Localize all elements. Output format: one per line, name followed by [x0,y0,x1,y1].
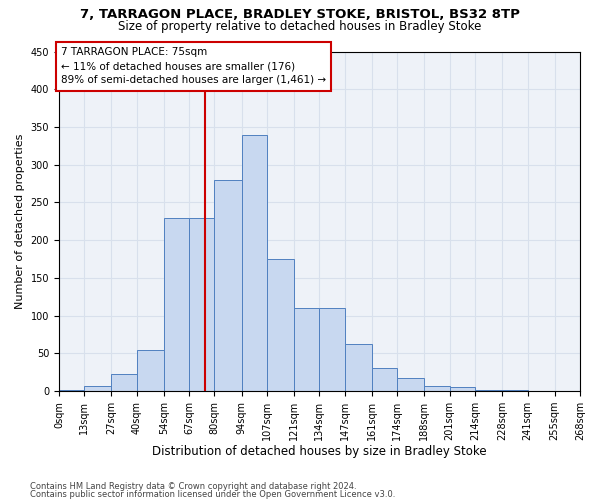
Bar [267,259,294,391]
Text: Contains public sector information licensed under the Open Government Licence v3: Contains public sector information licen… [30,490,395,499]
Bar [397,378,424,391]
Bar [319,308,345,391]
Bar [112,374,137,391]
Bar [137,350,164,391]
Text: 7 TARRAGON PLACE: 75sqm
← 11% of detached houses are smaller (176)
89% of semi-d: 7 TARRAGON PLACE: 75sqm ← 11% of detache… [61,48,326,86]
Bar [372,368,397,391]
Bar [475,390,502,391]
Text: Size of property relative to detached houses in Bradley Stoke: Size of property relative to detached ho… [118,20,482,33]
Bar [164,218,189,391]
Bar [450,388,475,391]
Bar [345,344,372,391]
Bar [214,180,242,391]
Bar [502,390,527,391]
Bar [424,386,450,391]
Bar [189,218,214,391]
Text: 7, TARRAGON PLACE, BRADLEY STOKE, BRISTOL, BS32 8TP: 7, TARRAGON PLACE, BRADLEY STOKE, BRISTO… [80,8,520,20]
Bar [84,386,112,391]
Text: Contains HM Land Registry data © Crown copyright and database right 2024.: Contains HM Land Registry data © Crown c… [30,482,356,491]
Bar [294,308,319,391]
Bar [59,390,84,391]
X-axis label: Distribution of detached houses by size in Bradley Stoke: Distribution of detached houses by size … [152,444,487,458]
Bar [242,134,267,391]
Y-axis label: Number of detached properties: Number of detached properties [15,134,25,309]
